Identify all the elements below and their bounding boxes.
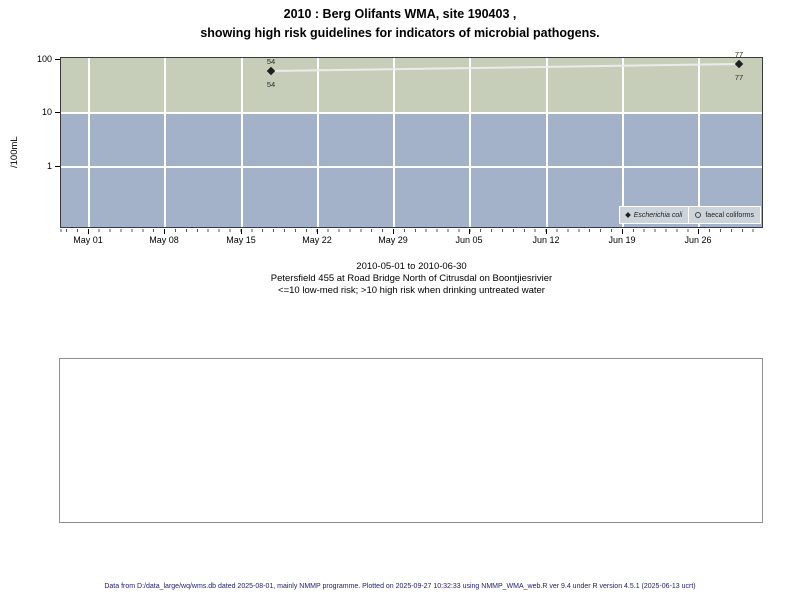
gridline-vertical <box>469 58 471 227</box>
x-tick-mark <box>393 229 394 234</box>
gridline-vertical <box>317 58 319 227</box>
empty-second-plot-frame <box>59 358 763 523</box>
subtitle-site-description: Petersfield 455 at Road Bridge North of … <box>270 273 553 284</box>
legend-item-ecoli: Escherichia coli <box>619 207 689 223</box>
legend-label-faecal: faecal coliforms <box>705 211 754 219</box>
point-label-ecoli-1: 54 <box>266 57 276 66</box>
y-tick-mark <box>55 166 60 167</box>
gridline-vertical <box>241 58 243 227</box>
x-tick-label: Jun 26 <box>684 235 712 245</box>
legend: Escherichia coli faecal coliforms <box>618 206 761 224</box>
x-tick-mark <box>317 229 318 234</box>
x-tick-label: May 01 <box>73 235 103 245</box>
gridline-vertical <box>88 58 90 227</box>
y-tick-mark <box>55 112 60 113</box>
x-tick-mark <box>698 229 699 234</box>
point-label-faecal-2: 77 <box>734 73 744 82</box>
x-tick-label: May 15 <box>226 235 256 245</box>
y-tick-label-10: 10 <box>41 107 52 117</box>
x-tick-label: May 29 <box>378 235 408 245</box>
filled-diamond-icon <box>624 212 631 218</box>
legend-label-ecoli: Escherichia coli <box>633 211 683 219</box>
chart-title-line2: showing high risk guidelines for indicat… <box>200 26 600 40</box>
y-tick-label-100: 100 <box>36 54 52 64</box>
plot-area: 54 54 77 77 Escherichia coli faecal coli… <box>60 50 763 228</box>
x-tick-label: Jun 19 <box>608 235 636 245</box>
subtitle-block: 2010-05-01 to 2010-06-30 Petersfield 455… <box>60 261 763 297</box>
gridline-vertical <box>698 58 700 227</box>
legend-item-faecal: faecal coliforms <box>689 207 760 223</box>
subtitle-date-range: 2010-05-01 to 2010-06-30 <box>356 261 467 272</box>
x-tick-mark <box>164 229 165 234</box>
x-tick-label: Jun 05 <box>455 235 483 245</box>
x-tick-label: May 22 <box>302 235 332 245</box>
x-tick-label: May 08 <box>149 235 179 245</box>
x-axis-daily-ticks <box>60 229 763 232</box>
x-tick-mark <box>88 229 89 234</box>
y-tick-mark <box>55 59 60 60</box>
gridline-vertical <box>546 58 548 227</box>
point-label-ecoli-2: 77 <box>734 50 744 59</box>
series-line <box>270 63 740 72</box>
gridline-vertical <box>622 58 624 227</box>
gridline-horizontal <box>61 112 762 114</box>
x-tick-mark <box>546 229 547 234</box>
subtitle-risk-note: <=10 low-med risk; >10 high risk when dr… <box>278 285 545 296</box>
x-tick-mark <box>241 229 242 234</box>
high-risk-band <box>61 58 762 113</box>
x-tick-mark <box>469 229 470 234</box>
x-tick-label: Jun 12 <box>532 235 560 245</box>
gridline-vertical <box>164 58 166 227</box>
open-circle-icon <box>695 212 702 218</box>
footer-provenance-text: Data from D:/data_large/wq/wms.db dated … <box>104 583 696 590</box>
point-label-faecal-1: 54 <box>266 80 276 89</box>
gridline-horizontal <box>61 166 762 168</box>
gridline-vertical <box>393 58 395 227</box>
y-tick-label-1: 1 <box>46 161 52 171</box>
x-tick-mark <box>622 229 623 234</box>
chart-title-line1: 2010 : Berg Olifants WMA, site 190403 , <box>283 7 517 21</box>
